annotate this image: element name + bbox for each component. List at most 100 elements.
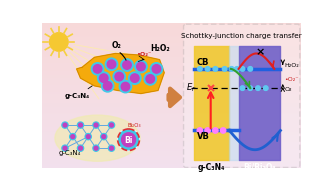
Bar [42,32,301,33]
Bar [42,51,301,52]
Bar [42,143,301,144]
Bar [42,109,301,110]
Bar [42,55,301,56]
Bar [42,40,301,41]
Circle shape [129,72,141,84]
Bar [42,82,301,83]
Bar [42,110,301,111]
Text: O₂: O₂ [284,87,292,92]
Bar [42,122,301,123]
Circle shape [94,123,98,127]
Bar [42,91,301,92]
Circle shape [109,122,115,128]
Bar [42,26,301,27]
Bar [42,56,301,57]
Bar [42,156,301,157]
Circle shape [70,134,76,140]
Bar [42,71,301,72]
Bar [42,149,301,150]
Bar [42,128,301,129]
Circle shape [264,86,268,91]
Text: CB: CB [197,58,209,67]
Bar [42,81,301,82]
Bar [42,85,301,86]
Bar [42,162,301,163]
Bar [42,93,301,94]
Bar [42,132,301,133]
Bar [42,34,301,35]
Bar [42,60,301,61]
Bar [42,37,301,38]
Bar [42,35,301,36]
Circle shape [94,146,98,150]
Circle shape [78,146,82,150]
Circle shape [256,86,260,91]
Bar [42,70,301,71]
Circle shape [101,134,107,140]
Circle shape [121,59,133,71]
Circle shape [110,146,114,150]
Bar [42,138,301,139]
Bar [42,39,301,40]
Bar [42,135,301,136]
Bar [42,107,301,108]
Text: •O₂⁻: •O₂⁻ [136,52,152,57]
Bar [42,100,301,101]
Circle shape [235,67,239,71]
Bar [42,24,301,25]
Bar [42,108,301,109]
Bar [42,87,301,88]
Bar [42,112,301,113]
Circle shape [213,128,218,133]
Bar [42,119,301,120]
Bar [42,25,301,26]
Bar [42,163,301,164]
Bar [42,111,301,112]
Circle shape [92,63,104,75]
Bar [42,103,301,104]
Bar [42,95,301,96]
Bar [42,157,301,158]
Bar [42,129,301,130]
Circle shape [98,72,110,84]
Circle shape [122,133,136,147]
Bar [42,126,301,127]
Bar [42,47,301,48]
Circle shape [121,82,130,91]
Bar [42,104,301,105]
Bar [42,36,301,37]
Bar [42,167,301,168]
Bar [42,148,301,149]
Bar [42,53,301,54]
Circle shape [103,82,112,90]
Circle shape [113,70,126,83]
Circle shape [62,122,68,128]
Circle shape [71,135,75,139]
Circle shape [78,123,82,127]
Circle shape [197,67,202,71]
Bar [42,69,301,70]
Circle shape [150,63,163,75]
Bar [42,153,301,154]
Bar [42,120,301,121]
Bar [42,96,301,97]
Circle shape [220,128,226,133]
Bar [42,166,301,167]
Circle shape [102,135,106,139]
Bar [42,150,301,151]
Bar [42,66,301,67]
Bar [42,121,301,122]
Circle shape [123,61,131,69]
Circle shape [197,128,202,133]
Bar [42,101,301,102]
Text: g-C₃N₄: g-C₃N₄ [198,163,225,172]
Bar [42,62,301,63]
Bar [42,80,301,81]
Bar [42,59,301,60]
Circle shape [119,81,132,93]
Bar [42,52,301,53]
Text: •O₂⁻: •O₂⁻ [284,77,299,82]
Bar [42,136,301,137]
Bar [42,83,301,84]
Bar [42,97,301,98]
